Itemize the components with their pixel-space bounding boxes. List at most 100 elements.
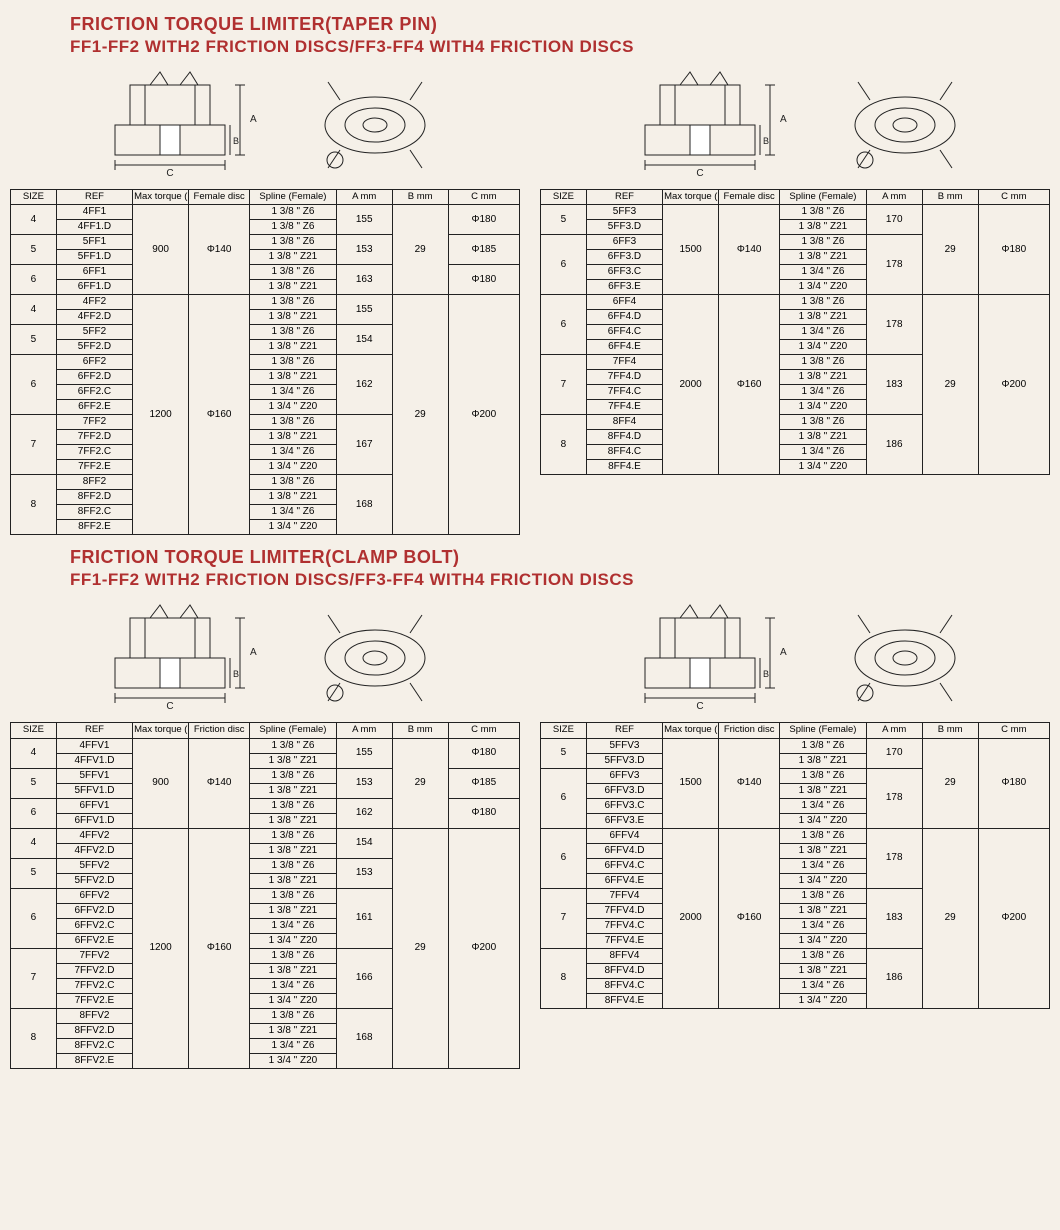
cell-spline: 1 3/8 " Z21	[250, 813, 337, 828]
cell-ref: 7FF4.D	[586, 370, 662, 385]
cell-b: 29	[922, 295, 978, 475]
cell-size: 8	[11, 475, 57, 535]
cell-ref: 6FFV2.D	[56, 903, 132, 918]
cell-a: 178	[866, 768, 922, 828]
cell-a: 155	[336, 205, 392, 235]
cell-spline: 1 3/4 " Z6	[780, 445, 867, 460]
cell-spline: 1 3/8 " Z21	[780, 370, 867, 385]
cell-ref: 6FFV2.C	[56, 918, 132, 933]
cell-c: Φ200	[448, 295, 519, 535]
cell-ref: 7FF4	[586, 355, 662, 370]
cell-ref: 4FF1.D	[56, 220, 132, 235]
cell-spline: 1 3/8 " Z21	[780, 220, 867, 235]
cell-spline: 1 3/4 " Z6	[250, 978, 337, 993]
cell-a: 178	[866, 828, 922, 888]
col-header: Female disc	[719, 190, 780, 205]
cell-ref: 4FFV1	[56, 738, 132, 753]
cell-c: Φ200	[978, 295, 1049, 475]
cell-c: Φ180	[978, 205, 1049, 295]
svg-text:C: C	[696, 168, 703, 179]
cell-c: Φ180	[448, 738, 519, 768]
cell-spline: 1 3/4 " Z20	[250, 1053, 337, 1068]
cell-spline: 1 3/4 " Z20	[780, 813, 867, 828]
cell-a: 162	[336, 798, 392, 828]
cell-spline: 1 3/8 " Z21	[250, 370, 337, 385]
cell-ref: 7FFV2.D	[56, 963, 132, 978]
cell-spline: 1 3/8 " Z6	[250, 475, 337, 490]
cell-disc: Φ160	[189, 828, 250, 1068]
cell-size: 5	[11, 858, 57, 888]
cell-spline: 1 3/8 " Z6	[250, 265, 337, 280]
col-header: REF	[56, 190, 132, 205]
cell-ref: 6FFV2	[56, 888, 132, 903]
cell-size: 8	[541, 415, 587, 475]
cell-ref: 6FF1.D	[56, 280, 132, 295]
cell-ref: 6FFV2.E	[56, 933, 132, 948]
table-row: 55FFV31500Φ1401 3/8 " Z617029Φ180	[541, 738, 1050, 753]
cell-ref: 5FF3	[586, 205, 662, 220]
cell-b: 29	[922, 828, 978, 1008]
cell-ref: 4FFV2	[56, 828, 132, 843]
section2-left-diagram: C A B	[10, 598, 520, 718]
col-header: Spline (Female)	[250, 190, 337, 205]
cell-spline: 1 3/4 " Z20	[250, 933, 337, 948]
cell-ref: 8FF2	[56, 475, 132, 490]
cell-ref: 6FFV4.D	[586, 843, 662, 858]
cell-a: 183	[866, 355, 922, 415]
cell-c: Φ200	[978, 828, 1049, 1008]
svg-text:A: A	[250, 647, 257, 658]
cell-ref: 8FFV4.E	[586, 993, 662, 1008]
cell-disc: Φ140	[189, 205, 250, 295]
col-header: C mm	[448, 190, 519, 205]
cell-spline: 1 3/8 " Z6	[780, 948, 867, 963]
cell-ref: 7FF2.D	[56, 430, 132, 445]
col-header: A mm	[866, 190, 922, 205]
cell-ref: 8FF2.E	[56, 520, 132, 535]
cell-b: 29	[922, 738, 978, 828]
cell-spline: 1 3/8 " Z6	[250, 205, 337, 220]
section1-subtitle: FF1-FF2 WITH2 FRICTION DISCS/FF3-FF4 WIT…	[70, 37, 1050, 57]
cell-ref: 6FF4.C	[586, 325, 662, 340]
svg-text:B: B	[763, 136, 769, 146]
cell-size: 6	[11, 265, 57, 295]
cell-size: 6	[11, 355, 57, 415]
cell-ref: 4FF1	[56, 205, 132, 220]
cell-spline: 1 3/4 " Z6	[250, 505, 337, 520]
table-row: 66FFV42000Φ1601 3/8 " Z617829Φ200	[541, 828, 1050, 843]
svg-text:A: A	[250, 114, 257, 125]
cell-ref: 5FFV1	[56, 768, 132, 783]
table-row: 66FF42000Φ1601 3/8 " Z617829Φ200	[541, 295, 1050, 310]
cell-a: 170	[866, 205, 922, 235]
table-row: 55FF31500Φ1401 3/8 " Z617029Φ180	[541, 205, 1050, 220]
cell-c: Φ180	[448, 265, 519, 295]
cell-ref: 6FFV3.D	[586, 783, 662, 798]
cell-spline: 1 3/8 " Z21	[250, 490, 337, 505]
cell-spline: 1 3/4 " Z20	[780, 340, 867, 355]
cell-ref: 5FFV3	[586, 738, 662, 753]
svg-text:B: B	[233, 669, 239, 679]
cell-ref: 7FFV4	[586, 888, 662, 903]
col-header: A mm	[336, 723, 392, 738]
cell-a: 166	[336, 948, 392, 1008]
cell-a: 186	[866, 948, 922, 1008]
cell-torque: 900	[133, 738, 189, 828]
section1-right-diagram: C A B	[540, 65, 1050, 185]
cell-spline: 1 3/4 " Z6	[250, 1038, 337, 1053]
cell-spline: 1 3/8 " Z21	[250, 280, 337, 295]
cell-b: 29	[392, 295, 448, 535]
cell-ref: 4FF2	[56, 295, 132, 310]
cell-ref: 5FFV1.D	[56, 783, 132, 798]
cell-spline: 1 3/8 " Z6	[250, 888, 337, 903]
cell-a: 153	[336, 858, 392, 888]
col-header: Max torque ( Nm )	[663, 723, 719, 738]
svg-text:A: A	[780, 647, 787, 658]
cell-ref: 6FFV1.D	[56, 813, 132, 828]
cell-a: 178	[866, 235, 922, 295]
cell-spline: 1 3/8 " Z21	[780, 963, 867, 978]
cell-spline: 1 3/8 " Z6	[250, 235, 337, 250]
cell-spline: 1 3/4 " Z6	[780, 325, 867, 340]
cell-spline: 1 3/8 " Z21	[250, 873, 337, 888]
cell-spline: 1 3/8 " Z6	[780, 205, 867, 220]
cell-ref: 4FFV1.D	[56, 753, 132, 768]
cell-ref: 4FF2.D	[56, 310, 132, 325]
